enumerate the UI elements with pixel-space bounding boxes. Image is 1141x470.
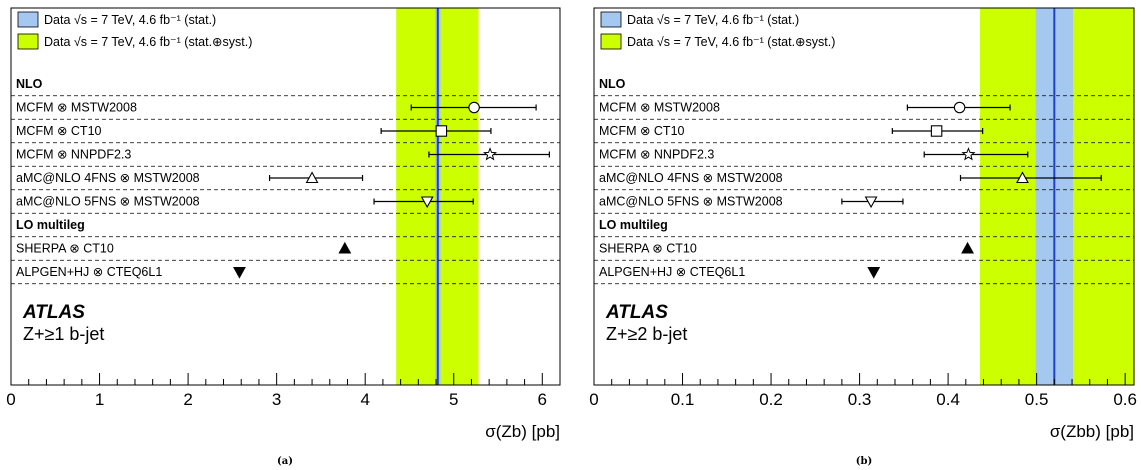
section-header: NLO: [599, 77, 626, 91]
marker-triangle-filled: [867, 266, 881, 279]
marker-triangle-filled: [338, 241, 352, 254]
marker-triangle-open: [420, 196, 434, 209]
prediction-label: MCFM ⊗ MSTW2008: [599, 101, 720, 115]
legend-swatch: [600, 33, 622, 50]
legend-label: Data √s = 7 TeV, 4.6 fb⁻¹ (stat.): [627, 13, 799, 27]
x-tick-label: 0.3: [848, 390, 872, 409]
marker-square-open: [930, 125, 943, 137]
marker-triangle-open: [864, 196, 878, 209]
chart-panel-a: Data √s = 7 TeV, 4.6 fb⁻¹ (stat.) Data √s…: [6, 7, 561, 467]
legend-label: Data √s = 7 TeV, 4.6 fb⁻¹ (stat.): [44, 13, 216, 27]
x-tick-label: 1: [95, 390, 104, 409]
legend-label: Data √s = 7 TeV, 4.6 fb⁻¹ (stat.⊕syst.): [44, 35, 252, 49]
legend-swatch: [17, 33, 39, 50]
marker-triangle-open: [1016, 171, 1029, 184]
x-tick-label: 0.5: [1025, 390, 1049, 409]
x-tick-label: 0: [589, 390, 598, 409]
x-tick-label: 3: [272, 390, 281, 409]
chart-panel-b: Data √s = 7 TeV, 4.6 fb⁻¹ (stat.) Data √s…: [589, 7, 1137, 467]
plot-frame: [593, 7, 1135, 386]
x-tick-label: 0.1: [671, 390, 695, 409]
x-tick-label: 0.6: [1113, 390, 1137, 409]
x-tick-label: 4: [360, 390, 369, 409]
selection-label: Z+≥1 b-jet: [23, 324, 104, 344]
x-tick-label: 0.4: [936, 390, 960, 409]
prediction-label: SHERPA ⊗ CT10: [16, 242, 114, 256]
prediction-label: MCFM ⊗ NNPDF2.3: [599, 148, 714, 162]
legend-swatch: [600, 11, 622, 28]
prediction-label: ALPGEN+HJ ⊗ CTEQ6L1: [16, 265, 162, 279]
marker-square-open: [435, 125, 448, 137]
marker-triangle-filled: [233, 266, 246, 279]
prediction-label: aMC@NLO 4FNS ⊗ MSTW2008: [16, 171, 200, 185]
marker-circle-open: [953, 101, 966, 114]
legend-label: Data √s = 7 TeV, 4.6 fb⁻¹ (stat.⊕syst.): [627, 35, 835, 49]
prediction-label: MCFM ⊗ CT10: [16, 124, 102, 138]
x-tick-label: 2: [183, 390, 192, 409]
experiment-label: ATLAS: [605, 302, 668, 323]
section-header: LO multileg: [16, 218, 85, 232]
prediction-label: aMC@NLO 5FNS ⊗ MSTW2008: [16, 195, 200, 209]
x-tick-label: 5: [449, 390, 458, 409]
plot-frame: [10, 7, 561, 386]
section-header: LO multileg: [599, 218, 668, 232]
panel-caption: (a): [277, 456, 293, 467]
marker-star-open: [961, 147, 976, 161]
prediction-label: MCFM ⊗ MSTW2008: [16, 101, 137, 115]
legend-swatch: [17, 11, 39, 28]
prediction-label: SHERPA ⊗ CT10: [599, 242, 697, 256]
marker-star-open: [483, 147, 498, 161]
prediction-label: ALPGEN+HJ ⊗ CTEQ6L1: [599, 265, 745, 279]
x-axis-label: σ(Zb) [pb]: [485, 422, 560, 441]
x-axis-label: σ(Zbb) [pb]: [1050, 422, 1134, 441]
prediction-label: MCFM ⊗ NNPDF2.3: [16, 148, 131, 162]
prediction-label: MCFM ⊗ CT10: [599, 124, 685, 138]
experiment-label: ATLAS: [22, 302, 85, 323]
x-tick-label: 6: [538, 390, 547, 409]
selection-label: Z+≥2 b-jet: [606, 324, 687, 344]
prediction-label: aMC@NLO 4FNS ⊗ MSTW2008: [599, 171, 783, 185]
x-tick-label: 0.2: [759, 390, 783, 409]
x-tick-label: 0: [6, 390, 15, 409]
marker-triangle-open: [305, 171, 319, 184]
section-header: NLO: [16, 77, 43, 91]
marker-triangle-filled: [961, 241, 975, 254]
panel-caption: (b): [856, 456, 872, 467]
prediction-label: aMC@NLO 5FNS ⊗ MSTW2008: [599, 195, 783, 209]
marker-circle-open: [468, 101, 480, 114]
